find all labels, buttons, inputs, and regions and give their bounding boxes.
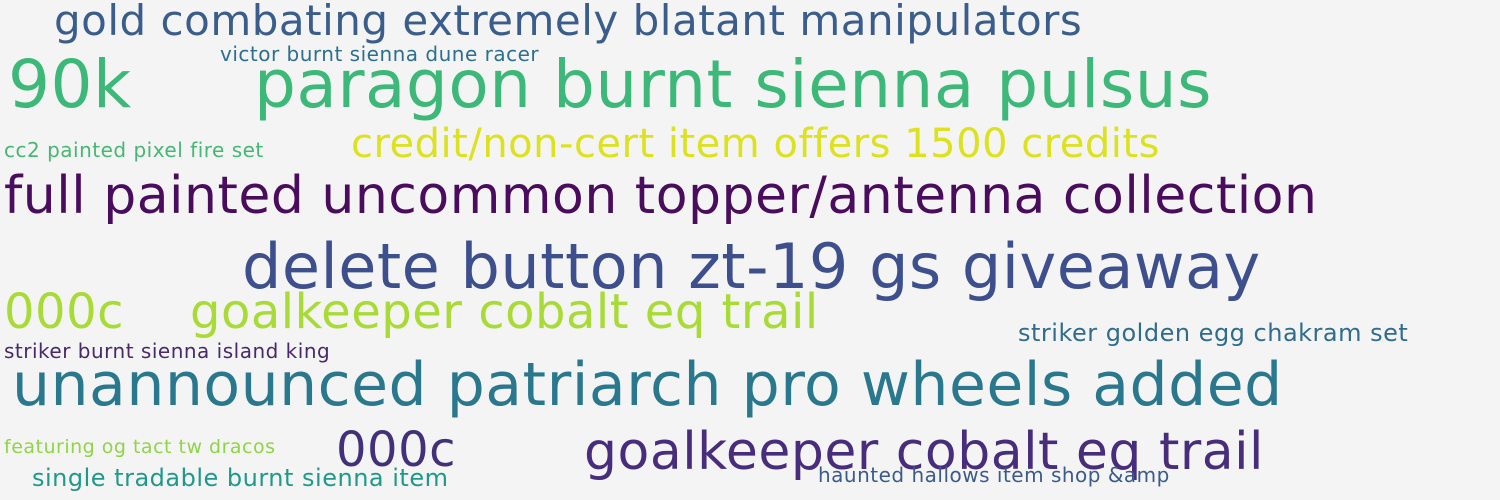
cloud-word: 90k <box>8 46 132 123</box>
cloud-word: featuring og tact tw dracos <box>4 436 276 458</box>
cloud-word: unannounced patriarch pro wheels added <box>12 350 1283 420</box>
cloud-word: credit/non-cert item offers 1500 credits <box>351 121 1160 167</box>
cloud-word: 000c <box>336 422 457 478</box>
cloud-word: goalkeeper cobalt eq trail <box>584 422 1264 482</box>
cloud-word: cc2 painted pixel fire set <box>4 138 264 162</box>
cloud-word: striker burnt sienna island king <box>4 339 331 363</box>
cloud-word: single tradable burnt sienna item <box>32 464 449 492</box>
cloud-word: full painted uncommon topper/antenna col… <box>4 166 1318 226</box>
cloud-word: 000c <box>4 284 125 340</box>
cloud-word: victor burnt sienna dune racer <box>220 42 540 66</box>
cloud-word: paragon burnt sienna pulsus <box>254 46 1212 123</box>
cloud-word: gold combating extremely blatant manipul… <box>54 0 1083 45</box>
cloud-word: goalkeeper cobalt eq trail <box>190 284 819 340</box>
cloud-word: striker golden egg chakram set <box>1018 319 1409 347</box>
cloud-word: haunted hallows item shop &amp <box>818 463 1170 487</box>
cloud-word: delete button zt-19 gs giveaway <box>242 230 1261 303</box>
